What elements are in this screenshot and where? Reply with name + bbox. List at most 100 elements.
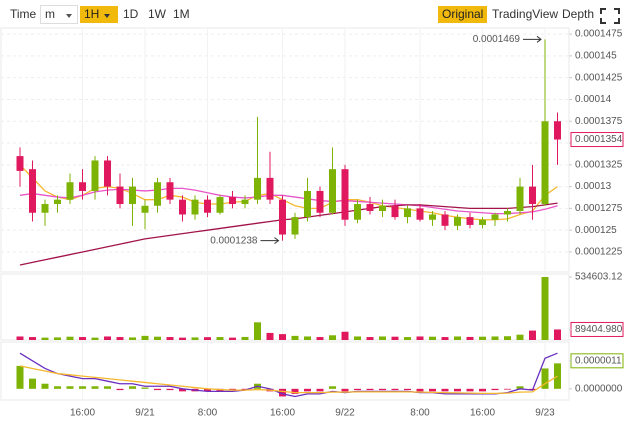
candle-body	[341, 169, 349, 220]
volume-bar	[216, 337, 224, 340]
volume-bar	[329, 335, 336, 340]
volume-bar	[279, 334, 286, 340]
volume-bar	[16, 336, 24, 340]
arrow-head	[536, 35, 542, 43]
macd-bar	[279, 388, 286, 397]
volume-bar	[466, 336, 474, 340]
volume-bar	[366, 337, 374, 340]
volume-bar	[191, 337, 199, 340]
x-tick-label: 9/21	[135, 408, 155, 419]
fullscreen-icon[interactable]	[600, 8, 620, 24]
moving-average	[19, 187, 558, 215]
volume-bar	[116, 337, 124, 340]
volume-bar	[154, 336, 161, 340]
candle-body	[491, 214, 499, 220]
macd-bar	[391, 388, 399, 391]
interval-select[interactable]: 1H	[80, 6, 118, 23]
x-tick-label: 16:00	[70, 408, 95, 419]
candle-body	[479, 219, 486, 225]
macd-bar	[429, 388, 436, 392]
x-tick-label: 16:00	[470, 408, 495, 419]
interval-button[interactable]: 1D	[123, 7, 139, 21]
macd-bar	[379, 388, 386, 391]
macd-bar	[466, 388, 474, 392]
candle-body	[279, 199, 286, 235]
volume-bar	[41, 337, 49, 340]
candle-body	[191, 199, 199, 215]
volume-bar	[79, 337, 86, 340]
volume-bar	[454, 336, 461, 340]
candle-body	[216, 197, 224, 213]
candle-body	[466, 217, 474, 225]
volume-bar	[129, 337, 136, 340]
extreme-label: 0.0001238	[210, 235, 258, 246]
candle-body	[241, 199, 249, 205]
macd-bar	[416, 388, 424, 392]
candle-body	[79, 182, 86, 191]
extreme-label: 0.0001469	[473, 34, 521, 45]
candle-body	[166, 182, 174, 200]
macd-bar	[104, 386, 111, 389]
candle-body	[541, 121, 549, 205]
volume-bar	[554, 329, 561, 340]
volume-bar	[104, 336, 111, 340]
macd-bar	[341, 388, 349, 392]
candle-body	[41, 204, 49, 213]
volume-bar	[66, 336, 74, 340]
volume-bar	[91, 337, 99, 340]
arrow-head	[274, 237, 280, 245]
x-tick-label: 16:00	[270, 408, 295, 419]
candle-body	[529, 186, 536, 205]
y-tick-label: 534603.12	[575, 272, 623, 283]
volume-bar	[304, 336, 311, 340]
panel-border	[0, 273, 570, 341]
macd-line	[19, 352, 558, 398]
volume-bar	[379, 336, 386, 340]
view-tab[interactable]: TradingView	[492, 7, 559, 21]
volume-bar	[266, 332, 274, 340]
macd-bar	[204, 388, 211, 392]
macd-bar	[516, 386, 524, 389]
macd-bar	[66, 386, 74, 389]
candle-body	[391, 205, 399, 218]
macd-bar	[329, 386, 336, 389]
volume-bar	[491, 336, 499, 340]
caret	[66, 14, 72, 18]
volume-bar	[29, 337, 36, 340]
toolbar: Time m 1H 1D 1W 1M Original TradingView …	[0, 0, 630, 28]
volume-bar	[404, 337, 411, 340]
macd-line	[19, 365, 558, 395]
volume-bar	[291, 335, 299, 340]
macd-bar	[366, 388, 374, 391]
last-price: 0.0001354	[575, 134, 623, 145]
macd-bar	[16, 365, 24, 389]
candle-body	[316, 190, 324, 213]
volume-bar	[416, 336, 424, 340]
x-tick-label: 9/22	[335, 408, 355, 419]
candle-body	[229, 197, 236, 205]
candle-body	[154, 182, 161, 206]
candle-body	[266, 177, 274, 200]
macd-bar	[166, 388, 174, 391]
y-tick-label: 0.0001275	[575, 203, 623, 214]
y-tick-label: 0.0001425	[575, 72, 623, 83]
y-tick-label: 0.00014	[575, 94, 612, 105]
volume-bar	[254, 322, 261, 340]
view-tab[interactable]: Original	[438, 6, 488, 23]
candle-body	[104, 160, 111, 187]
view-tab[interactable]: Depth	[562, 7, 595, 21]
moving-average	[19, 202, 558, 266]
caret	[104, 14, 110, 18]
macd-bar	[154, 388, 161, 391]
volume-bar	[229, 337, 236, 340]
minute-select[interactable]: m	[40, 5, 78, 24]
interval-button[interactable]: 1M	[173, 7, 190, 21]
macd-bar	[41, 383, 49, 389]
interval-button[interactable]: 1W	[148, 7, 166, 21]
candle-body	[354, 204, 361, 220]
y-tick-label: 0.0000011	[575, 355, 622, 366]
volume-bar	[541, 277, 549, 340]
candle-body	[516, 186, 524, 211]
